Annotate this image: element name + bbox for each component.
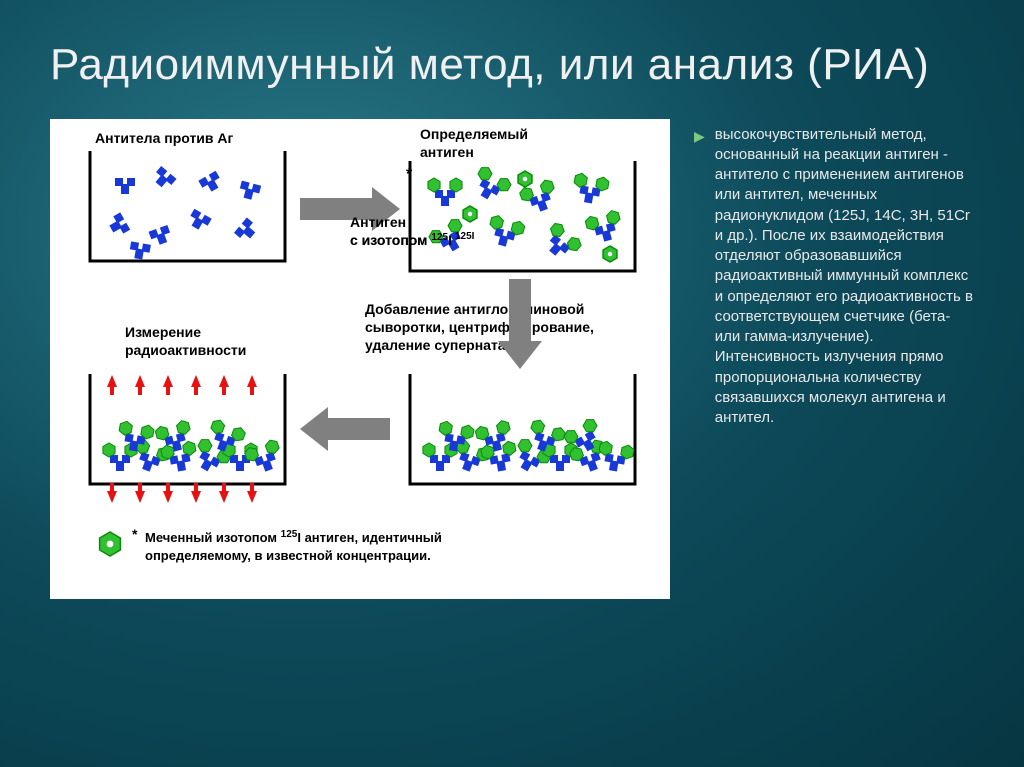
svg-text:*: * (132, 526, 138, 542)
svg-text:определяемому, в известной кон: определяемому, в известной концентрации. (145, 548, 431, 563)
svg-text:125I: 125I (455, 231, 475, 242)
bullet-item: ▶ высокочувствительный метод, основанный… (694, 125, 974, 429)
svg-text:радиоактивности: радиоактивности (125, 342, 246, 358)
svg-text:Антиген: Антиген (350, 214, 406, 230)
bullet-icon: ▶ (694, 127, 705, 429)
svg-text:*: * (406, 166, 413, 183)
svg-text:с изотопом 125I: с изотопом 125I (350, 231, 452, 248)
slide-title: Радиоиммунный метод, или анализ (РИА) (50, 40, 974, 91)
bullet-text: высокочувствительный метод, основанный н… (715, 125, 974, 429)
svg-text:Антитела против Аг: Антитела против Аг (95, 130, 234, 146)
ria-diagram: Антитела против Аг Определяемый антиген Ант… (50, 119, 670, 599)
svg-text:Добавление антиглобулиновой: Добавление антиглобулиновой (365, 301, 584, 317)
content-row: Антитела против Аг Определяемый антиген Ант… (50, 119, 974, 599)
bullet-column: ▶ высокочувствительный метод, основанный… (694, 119, 974, 429)
svg-text:сыворотки, центрифугирование,: сыворотки, центрифугирование, (365, 319, 594, 335)
svg-text:Меченный изотопом 125I антиген: Меченный изотопом 125I антиген, идентичн… (145, 528, 442, 545)
svg-text:Измерение: Измерение (125, 324, 201, 340)
svg-text:Определяемый: Определяемый (420, 126, 528, 142)
svg-text:антиген: антиген (420, 144, 474, 160)
